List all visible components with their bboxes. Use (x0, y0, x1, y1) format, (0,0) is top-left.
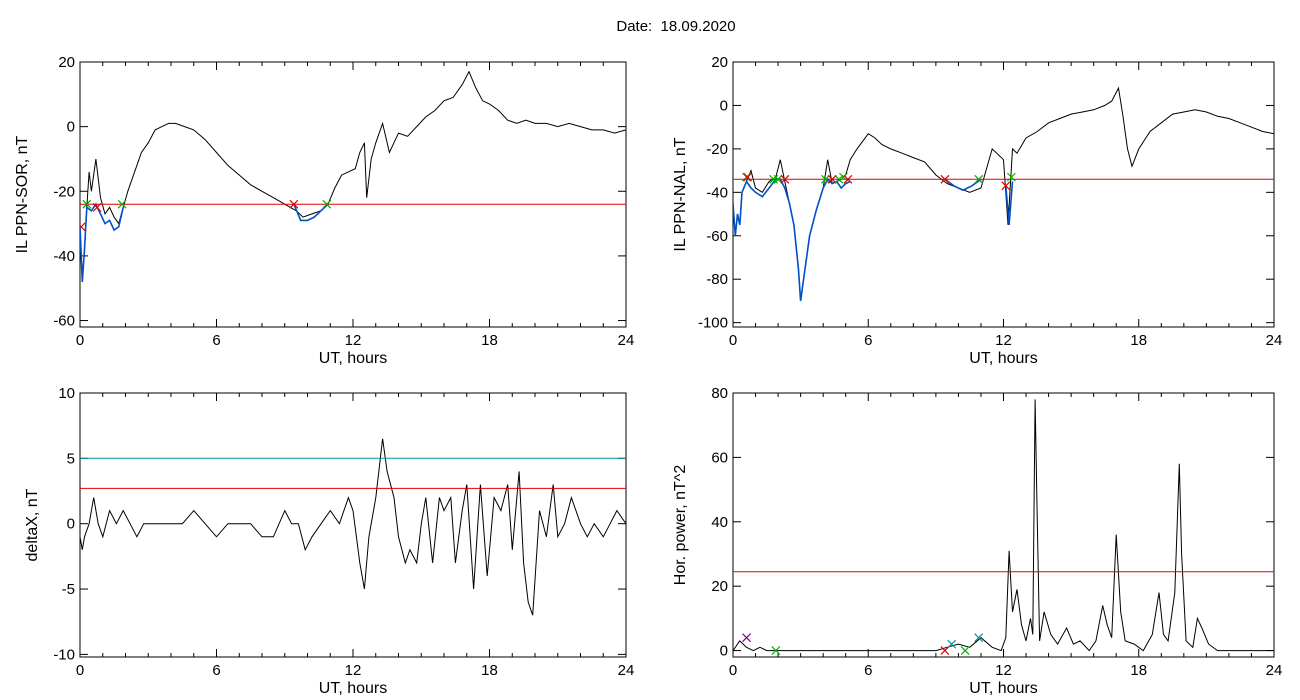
y-tick-label: -100 (698, 315, 728, 332)
y-tick-label: -20 (53, 183, 75, 200)
plot-frame (79, 392, 627, 658)
y-tick-label: 0 (67, 119, 75, 136)
chart-panel-ppn-nal: 0 6 12 18 24 20 0 -20 -40 -60 -80 -100 UT, hours IL P… (672, 54, 1282, 367)
event-marker (773, 174, 783, 184)
substorm-trace (944, 178, 982, 192)
event-marker (834, 174, 844, 184)
y-tick-label: 20 (711, 578, 728, 595)
x-tick-label: 12 (345, 662, 362, 679)
data-series-line (80, 70, 626, 282)
event-marker (771, 646, 781, 655)
event-marker (974, 174, 984, 184)
x-tick-label: 0 (729, 332, 737, 349)
x-tick-label: 6 (864, 662, 872, 679)
x-tick-label: 24 (1266, 332, 1283, 349)
event-marker (827, 174, 837, 184)
x-tick-label: 18 (1130, 332, 1147, 349)
event-marker (839, 172, 848, 182)
x-tick-label: 6 (864, 332, 872, 349)
substorm-trace (1005, 181, 1014, 225)
x-tick-label: 24 (618, 662, 635, 679)
x-axis-title: UT, hours (319, 350, 387, 367)
event-marker (940, 174, 950, 184)
substorm-trace (733, 177, 851, 302)
x-tick-label: 12 (995, 662, 1012, 679)
substorm-trace (293, 203, 329, 222)
x-tick-label: 0 (76, 662, 84, 679)
x-tick-label: 24 (1266, 662, 1283, 679)
y-tick-label: 10 (58, 385, 75, 402)
event-marker (1006, 172, 1016, 182)
y-tick-label: 20 (711, 54, 728, 71)
event-marker (322, 199, 332, 209)
substorm-trace (80, 202, 124, 282)
y-axis-title: Hor. power, nT^2 (672, 465, 689, 586)
event-marker (947, 639, 957, 649)
plot-frame (732, 392, 1275, 658)
event-marker (289, 199, 299, 209)
series-group (733, 86, 1274, 302)
event-marker (1001, 181, 1011, 191)
y-tick-label: -80 (706, 271, 728, 288)
event-marker (742, 172, 751, 182)
x-tick-label: 6 (212, 332, 220, 349)
x-tick-label: 18 (481, 662, 498, 679)
y-tick-label: -40 (706, 184, 728, 201)
y-tick-label: -20 (706, 141, 728, 158)
event-marker (974, 633, 984, 643)
event-marker (80, 222, 86, 232)
x-tick-label: 24 (618, 332, 635, 349)
y-tick-label: 0 (67, 516, 75, 533)
y-tick-label: 0 (720, 643, 728, 660)
plot-frame (79, 61, 627, 328)
x-tick-label: 18 (1130, 662, 1147, 679)
data-series-line (733, 86, 1274, 301)
plot-frame (732, 61, 1275, 328)
y-tick-label: 0 (720, 97, 728, 114)
x-tick-label: 12 (995, 332, 1012, 349)
y-axis-title: IL PPN-NAL, nT (672, 137, 689, 251)
page-title: Date: 18.09.2020 (616, 18, 736, 35)
event-marker (82, 199, 92, 209)
y-tick-label: -10 (53, 646, 75, 663)
series-group (80, 438, 626, 616)
y-tick-label: -60 (706, 228, 728, 245)
series-group (80, 70, 626, 282)
y-axis-title: deltaX, nT (24, 488, 41, 561)
x-tick-label: 0 (76, 332, 84, 349)
y-tick-label: -5 (62, 581, 75, 598)
y-axis-title: IL PPN-SOR, nT (14, 135, 31, 253)
data-series-line (733, 399, 1274, 652)
event-marker (743, 172, 753, 182)
x-tick-label: 0 (729, 662, 737, 679)
event-marker (780, 174, 790, 184)
y-tick-label: 5 (67, 450, 75, 467)
x-tick-label: 18 (481, 332, 498, 349)
x-axis-title: UT, hours (969, 680, 1037, 697)
y-tick-label: 40 (711, 514, 728, 531)
data-series-line (80, 438, 626, 616)
y-tick-label: -60 (53, 313, 75, 330)
x-tick-label: 12 (345, 332, 362, 349)
y-tick-label: 20 (58, 54, 75, 71)
series-group (733, 399, 1274, 655)
chart-panel-ppn-sor: 0 6 12 18 24 20 0 -20 -40 -60 UT, hours IL PPN-SOR,… (14, 54, 634, 367)
x-tick-label: 6 (212, 662, 220, 679)
event-marker (742, 633, 751, 643)
chart-panel-hor-power: 0 6 12 18 24 80 60 40 20 0 UT, hours Hor. power, nT… (672, 385, 1282, 697)
y-tick-label: 60 (711, 449, 728, 466)
chart-panel-deltax: 0 6 12 18 24 10 5 0 -5 -10 UT, hours deltaX, nT (24, 385, 634, 697)
event-marker (960, 646, 970, 655)
event-marker (92, 203, 102, 212)
x-axis-title: UT, hours (969, 350, 1037, 367)
event-marker (117, 199, 127, 209)
x-axis-title: UT, hours (319, 680, 387, 697)
event-marker (820, 174, 830, 184)
y-tick-label: -40 (53, 248, 75, 265)
event-marker (843, 174, 853, 184)
y-tick-label: 80 (711, 385, 728, 402)
